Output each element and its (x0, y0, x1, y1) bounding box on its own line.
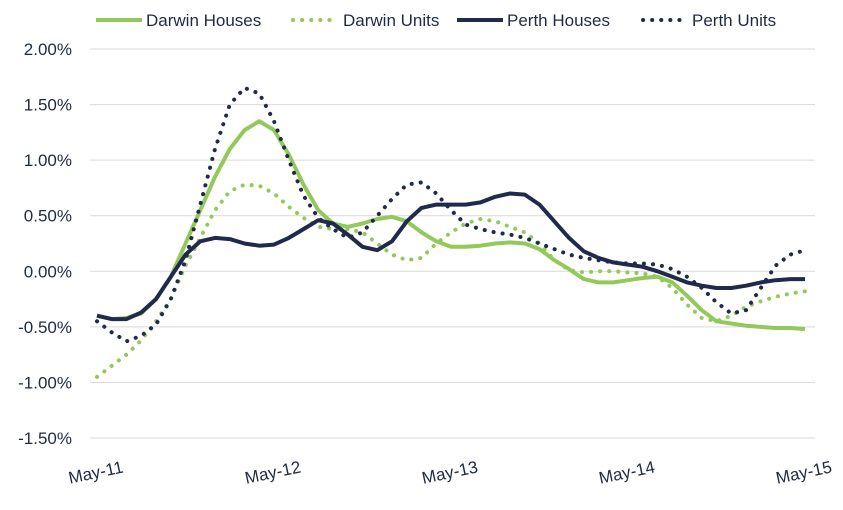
x-axis: May-11 May-12 May-13 May-14 May-15 (67, 457, 834, 487)
y-tick-label: 2.00% (24, 40, 72, 59)
series-line-darwin-units (95, 182, 807, 379)
x-tick-label: May-11 (67, 458, 125, 488)
x-tick-label: May-14 (597, 457, 656, 487)
legend-label: Perth Units (692, 11, 776, 30)
y-tick-label: 0.50% (24, 207, 72, 226)
y-tick-label: -1.50% (18, 429, 72, 448)
y-tick-label: -0.50% (18, 318, 72, 337)
series-line-perth-units (95, 85, 807, 344)
y-tick-label: -1.00% (18, 373, 72, 392)
legend-label: Darwin Units (343, 11, 439, 30)
y-tick-label: 1.00% (24, 151, 72, 170)
x-tick-label: May-12 (243, 457, 302, 487)
legend-label: Perth Houses (507, 11, 610, 30)
series-lines (95, 85, 807, 379)
series-line-darwin-houses (96, 119, 806, 332)
x-tick-label: May-13 (420, 457, 479, 487)
legend-label: Darwin Houses (146, 11, 261, 30)
series-line-perth-houses (96, 191, 805, 322)
y-axis: -1.50% -1.00% -0.50% 0.00% 0.50% 1.00% 1.50% 2.… (18, 40, 72, 448)
x-tick-label: May-15 (774, 457, 833, 487)
y-tick-label: 1.50% (24, 96, 72, 115)
legend: Darwin Houses Darwin Units Perth Houses Per… (96, 11, 776, 30)
y-tick-label: 0.00% (24, 262, 72, 281)
